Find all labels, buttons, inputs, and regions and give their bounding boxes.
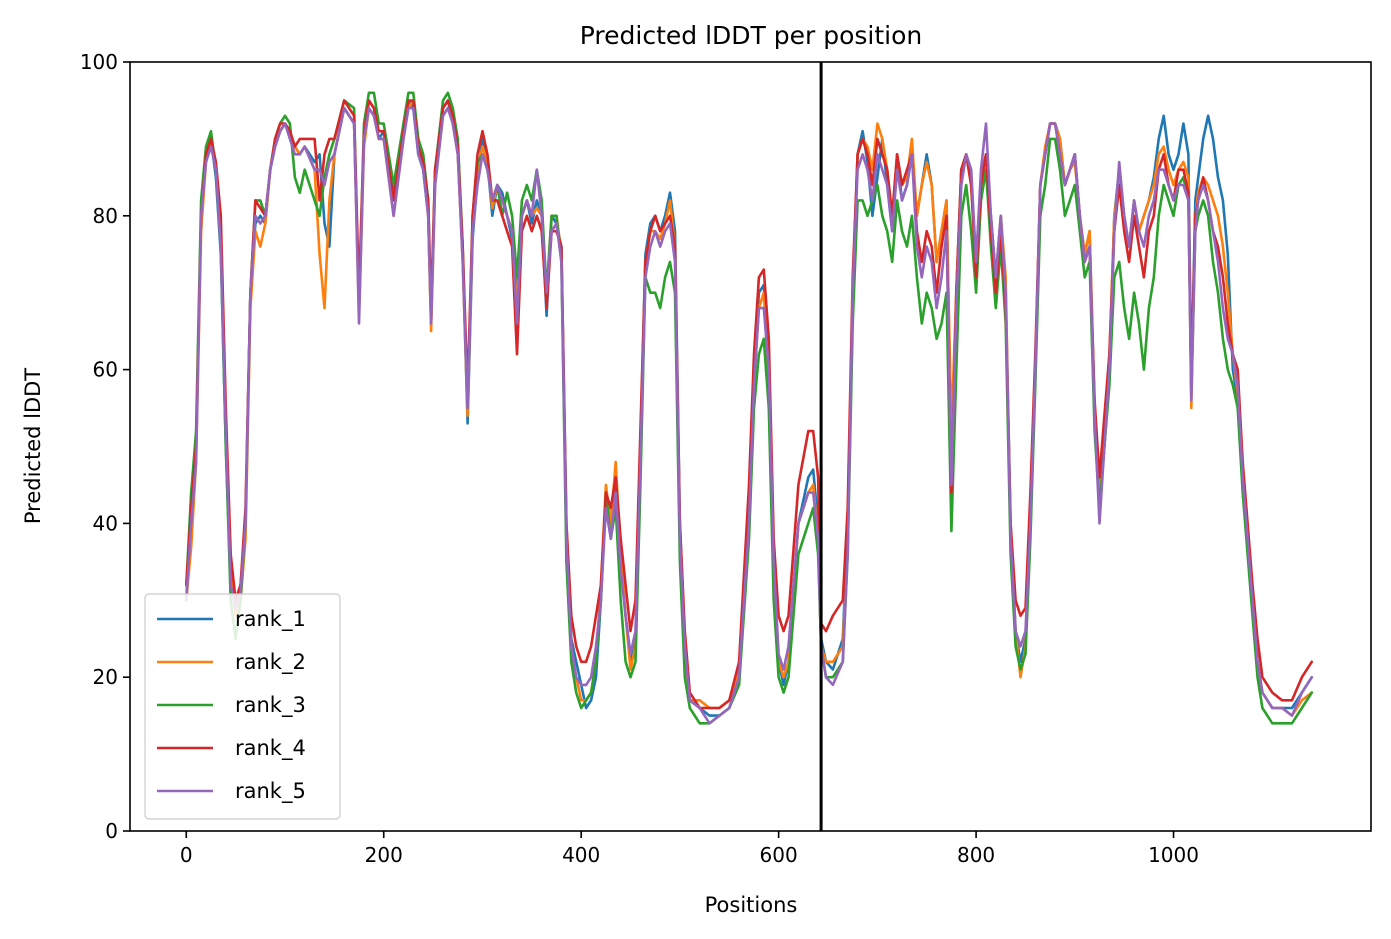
x-axis: 0 200 400 600 800 1000 — [180, 831, 1199, 867]
x-tick-label: 1000 — [1148, 843, 1199, 867]
legend-box — [144, 593, 341, 820]
x-tick-label: 800 — [957, 843, 995, 867]
series-layer — [185, 91, 1314, 725]
x-tick-label: 0 — [180, 843, 193, 867]
chart-title: Predicted lDDT per position — [580, 21, 922, 50]
legend-label-rank_3: rank_3 — [235, 693, 306, 718]
legend-label-rank_4: rank_4 — [235, 736, 306, 761]
y-tick-label: 100 — [80, 50, 118, 74]
series-line-rank_5 — [185, 106, 1314, 725]
x-tick-label: 200 — [365, 843, 403, 867]
x-tick-label: 400 — [562, 843, 600, 867]
y-tick-label: 0 — [105, 819, 118, 843]
y-tick-label: 20 — [93, 665, 118, 689]
x-tick-label: 600 — [760, 843, 798, 867]
legend-label-rank_1: rank_1 — [235, 607, 306, 632]
y-axis-label: Predicted lDDT — [21, 368, 45, 524]
legend-label-rank_5: rank_5 — [235, 779, 306, 804]
y-tick-label: 40 — [93, 511, 118, 535]
x-axis-label: Positions — [705, 893, 798, 917]
y-axis: 0 20 40 60 80 100 — [80, 50, 130, 843]
y-tick-label: 80 — [93, 204, 118, 228]
plot-frame — [129, 61, 1372, 832]
y-tick-label: 60 — [93, 358, 118, 382]
legend-label-rank_2: rank_2 — [235, 650, 306, 675]
series-line-rank_3 — [185, 91, 1314, 725]
legend: rank_1 rank_2 rank_3 rank_4 rank_5 — [144, 593, 341, 820]
